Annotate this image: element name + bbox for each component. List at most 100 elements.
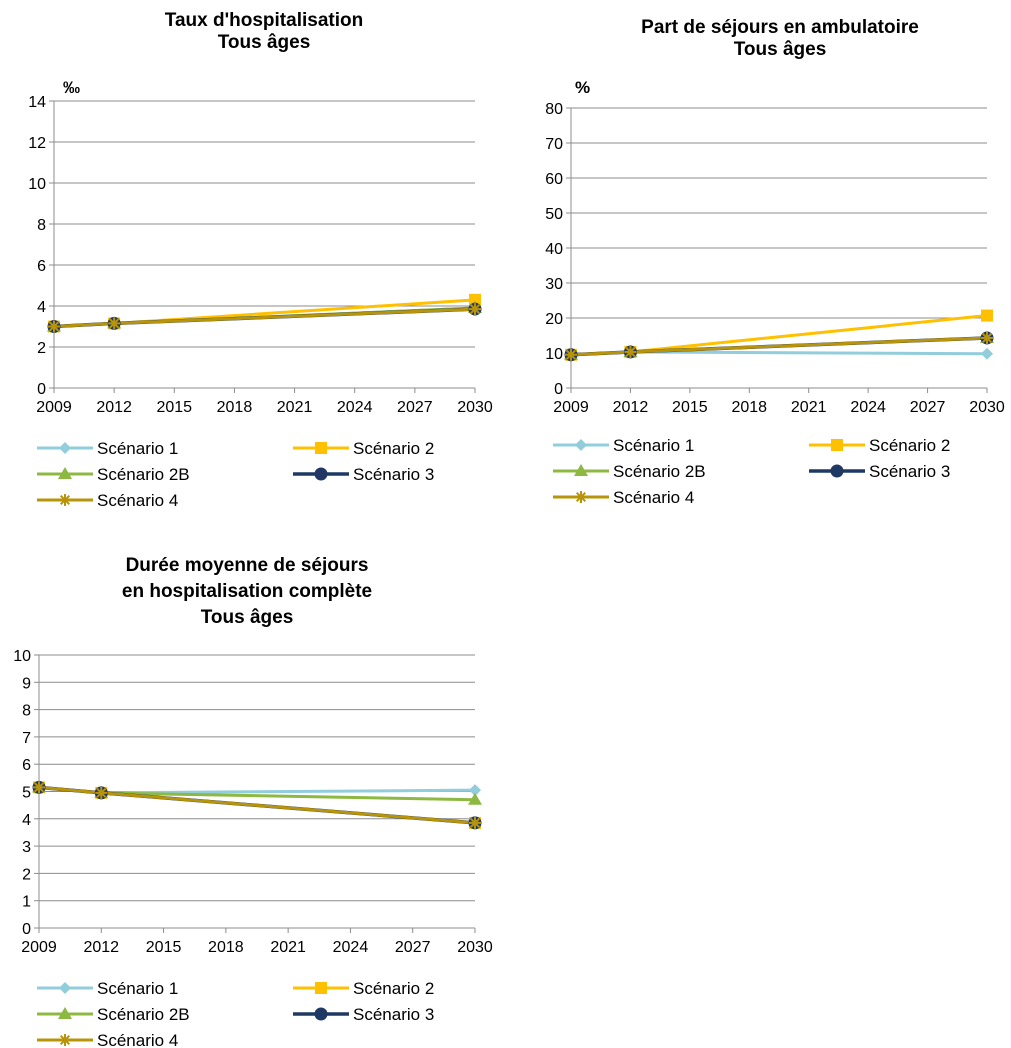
chart-title-line: Tous âges — [218, 32, 311, 53]
y-tick-label: 6 — [37, 258, 46, 275]
y-tick-label: 9 — [22, 675, 31, 692]
legend-item: Scénario 3 — [293, 1005, 434, 1024]
x-tick-label: 2009 — [553, 399, 589, 416]
legend-marker — [314, 1007, 328, 1021]
data-point — [469, 303, 481, 316]
legend-label: Scénario 2B — [97, 465, 190, 484]
x-tick-label: 2030 — [457, 939, 493, 956]
y-tick-label: 8 — [22, 703, 31, 720]
legend-label: Scénario 1 — [97, 979, 178, 998]
data-point — [108, 317, 121, 330]
data-point — [565, 348, 577, 361]
legend-item: Scénario 2 — [293, 979, 434, 998]
x-tick-label: 2021 — [270, 939, 306, 956]
y-tick-label: 10 — [545, 346, 563, 363]
y-tick-label: 50 — [545, 206, 563, 223]
y-tick-label: 7 — [22, 730, 31, 747]
legend-label: Scénario 3 — [353, 1005, 434, 1024]
data-point — [48, 320, 60, 333]
legend-label: Scénario 4 — [613, 488, 694, 507]
legend-marker — [58, 1007, 72, 1019]
y-tick-label: 8 — [37, 217, 46, 234]
x-tick-label: 2018 — [217, 399, 253, 416]
legend-label: Scénario 2 — [869, 436, 950, 455]
legend-item: Scénario 1 — [37, 439, 178, 458]
x-tick-label: 2021 — [791, 399, 827, 416]
unit-label: ‰ — [63, 78, 80, 97]
y-tick-label: 10 — [28, 176, 46, 193]
legend-item: Scénario 1 — [553, 436, 694, 455]
chart-title-line: Taux d'hospitalisation — [165, 10, 363, 31]
unit-label: % — [575, 78, 590, 97]
legend-label: Scénario 1 — [97, 439, 178, 458]
y-tick-label: 5 — [22, 785, 31, 802]
legend-label: Scénario 2B — [613, 462, 706, 481]
x-tick-label: 2015 — [146, 939, 182, 956]
legend: Scénario 1 Scénario 2 Scénario 2B Scénario … — [553, 436, 950, 507]
legend-item: Scénario 2B — [553, 462, 706, 481]
y-tick-label: 12 — [28, 135, 46, 152]
legend-marker — [830, 464, 844, 478]
y-tick-label: 2 — [37, 340, 46, 357]
chart-title-line: Tous âges — [734, 39, 827, 60]
x-tick-label: 2024 — [337, 399, 373, 416]
legend-marker — [575, 491, 587, 503]
legend-item: Scénario 2B — [37, 465, 190, 484]
y-tick-label: 1 — [22, 894, 31, 911]
y-tick-label: 40 — [545, 241, 563, 258]
legend-label: Scénario 4 — [97, 1031, 178, 1048]
legend-marker — [59, 1034, 71, 1046]
legend-marker — [59, 494, 71, 506]
legend-label: Scénario 3 — [869, 462, 950, 481]
x-tick-label: 2027 — [910, 399, 946, 416]
legend-label: Scénario 2B — [97, 1005, 190, 1024]
y-tick-label: 30 — [545, 276, 563, 293]
legend-item: Scénario 2B — [37, 1005, 190, 1024]
legend: Scénario 1 Scénario 2 Scénario 2B Scénario … — [37, 979, 434, 1048]
y-tick-label: 14 — [28, 94, 46, 111]
chart-title-line: Tous âges — [201, 607, 294, 628]
legend-label: Scénario 3 — [353, 465, 434, 484]
data-point — [469, 816, 481, 829]
y-tick-label: 10 — [13, 648, 31, 665]
data-point — [981, 309, 993, 322]
legend-item: Scénario 4 — [37, 491, 178, 510]
y-tick-label: 2 — [22, 866, 31, 883]
legend-item: Scénario 3 — [293, 465, 434, 484]
legend-marker — [59, 442, 71, 454]
y-tick-label: 6 — [22, 757, 31, 774]
y-tick-label: 3 — [22, 839, 31, 856]
y-tick-label: 0 — [22, 921, 31, 938]
legend-marker — [575, 439, 587, 451]
x-tick-label: 2021 — [277, 399, 313, 416]
y-tick-label: 0 — [554, 381, 563, 398]
x-tick-label: 2012 — [613, 399, 649, 416]
y-tick-label: 80 — [545, 101, 563, 118]
x-tick-label: 2018 — [731, 399, 767, 416]
x-tick-label: 2030 — [969, 399, 1005, 416]
data-point — [469, 784, 481, 797]
data-point — [95, 786, 108, 799]
legend-item: Scénario 2 — [809, 436, 950, 455]
legend-marker — [58, 467, 72, 479]
x-tick-label: 2009 — [36, 399, 72, 416]
legend-item: Scénario 3 — [809, 462, 950, 481]
legend-label: Scénario 2 — [353, 439, 434, 458]
data-point — [33, 781, 45, 794]
legend: Scénario 1 Scénario 2 Scénario 2B Scénario … — [37, 439, 434, 510]
x-tick-label: 2024 — [333, 939, 369, 956]
x-tick-label: 2015 — [672, 399, 708, 416]
legend-marker — [59, 982, 71, 994]
x-tick-label: 2030 — [457, 399, 493, 416]
x-tick-label: 2009 — [21, 939, 57, 956]
legend-item: Scénario 1 — [37, 979, 178, 998]
legend-item: Scénario 2 — [293, 439, 434, 458]
legend-marker — [315, 982, 327, 994]
x-tick-label: 2024 — [850, 399, 886, 416]
x-tick-label: 2027 — [397, 399, 433, 416]
x-tick-label: 2018 — [208, 939, 244, 956]
data-point — [468, 792, 482, 805]
legend-label: Scénario 2 — [353, 979, 434, 998]
